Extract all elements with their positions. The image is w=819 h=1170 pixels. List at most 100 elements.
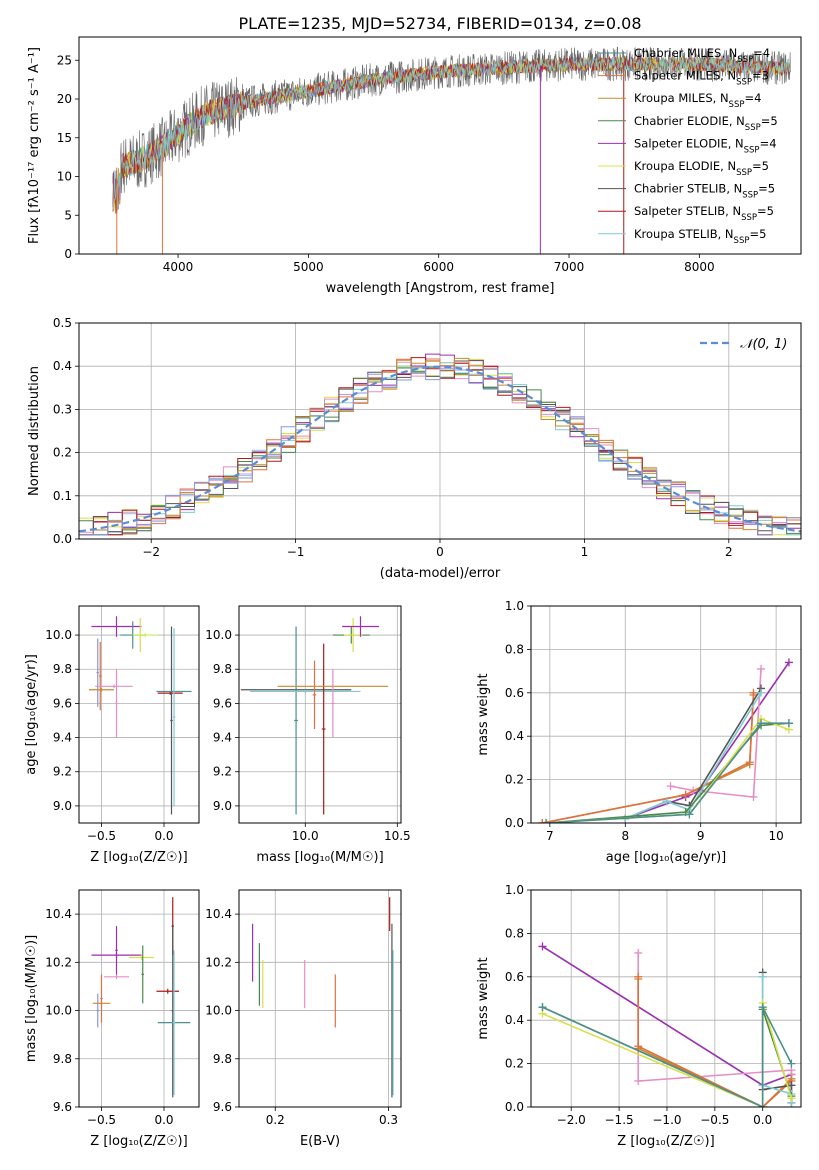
plot-area-mass_vs_Z xyxy=(91,897,191,1098)
x-tick-label: −1 xyxy=(287,545,305,559)
x-tick-label: 0.0 xyxy=(753,1113,772,1127)
panel-weight_vs_age: 7 8 9 10 0.0 0.2 0.4 0.6 0.8 1.0 age [log₁₀(age/yr… xyxy=(476,599,802,865)
legend-label-8: Salpeter STELIB, NSSP=5 xyxy=(634,204,774,223)
figure-title: PLATE=1235, MJD=52734, FIBERID=0134, z=0… xyxy=(238,14,641,33)
y-tick-label: 0 xyxy=(64,247,72,261)
x-tick-label: 6000 xyxy=(423,260,454,274)
legend: Chabrier MILES, NSSP=4 Salpeter MILES, NS… xyxy=(598,46,778,246)
y-tick-label: 9.2 xyxy=(53,765,72,779)
data-point xyxy=(787,1094,796,1103)
x-tick-label: −1.5 xyxy=(605,1113,634,1127)
y-tick-label: 10.2 xyxy=(45,955,72,969)
x-tick-label: 10.0 xyxy=(292,829,319,843)
data-point xyxy=(542,819,551,823)
data-point xyxy=(538,942,547,951)
y-tick-label: 0.8 xyxy=(505,642,524,656)
x-tick-label: −0.5 xyxy=(700,1113,729,1127)
y-tick-label: 10.0 xyxy=(205,1004,232,1018)
legend-label-1: Chabrier MILES, NSSP=4 xyxy=(634,46,770,65)
x-axis-label: Z [log₁₀(Z/Z☉)] xyxy=(617,1134,714,1149)
legend-label-5: Salpeter ELODIE, NSSP=4 xyxy=(634,136,777,155)
data-point xyxy=(634,1076,643,1085)
series-line-9 xyxy=(546,722,789,823)
x-axis-label: (data-model)/error xyxy=(380,566,501,581)
panel-weight_vs_Z: −2.0 −1.5 −1.0 −0.5 0.0 0.0 0.2 0.4 0.6 0.8 1.0 Z [… xyxy=(476,883,802,1149)
x-tick-label: 1 xyxy=(581,545,589,559)
y-tick-label: 9.4 xyxy=(213,731,232,745)
gaussian-curve xyxy=(79,365,801,533)
y-tick-label: 10.4 xyxy=(205,907,232,921)
y-tick-label: 9.6 xyxy=(213,1100,232,1114)
panel-age_vs_Z: −0.5 0.0 9.0 9.2 9.4 9.6 9.8 10.0 Z [log₁₀(Z/Z☉)… xyxy=(24,605,200,865)
data-point xyxy=(749,688,758,697)
legend-label-2: Salpeter MILES, NSSP=3 xyxy=(634,69,769,88)
panel-age_vs_mass: 10.0 10.5 9.0 9.2 9.4 9.6 9.8 10.0 mass [log₁₀(M… xyxy=(205,605,411,865)
x-tick-label: 5000 xyxy=(293,260,324,274)
y-tick-label: 10.2 xyxy=(205,955,232,969)
y-tick-label: 25 xyxy=(57,53,72,67)
y-tick-label: 1.0 xyxy=(505,883,524,897)
series-line-8 xyxy=(112,55,791,214)
x-tick-label: −2.0 xyxy=(557,1113,586,1127)
x-tick-label: −0.5 xyxy=(87,829,116,843)
data-point xyxy=(538,1003,547,1012)
y-tick-label: 10.0 xyxy=(45,628,72,642)
x-tick-label: 7000 xyxy=(554,260,585,274)
data-point xyxy=(757,719,766,728)
y-tick-label: 5 xyxy=(64,208,72,222)
axes-frame xyxy=(530,889,802,1108)
x-tick-label: 8000 xyxy=(684,260,715,274)
y-tick-label: 0.0 xyxy=(505,816,524,830)
legend-label-4: Chabrier ELODIE, NSSP=5 xyxy=(634,114,778,133)
series-line-7 xyxy=(112,46,791,212)
legend-label-3: Kroupa MILES, NSSP=4 xyxy=(634,91,761,110)
y-tick-label: 9.0 xyxy=(53,799,72,813)
plot-area-age_vs_mass xyxy=(240,616,389,815)
x-tick-label: 7 xyxy=(546,829,554,843)
x-tick-label: −2 xyxy=(142,545,160,559)
series-line-4 xyxy=(637,976,792,1107)
y-axis-label: Flux [fλ10⁻¹⁷ erg cm⁻² s⁻¹ A⁻¹] xyxy=(27,47,42,244)
y-tick-label: 0.0 xyxy=(505,1100,524,1114)
series-line-6 xyxy=(624,692,762,820)
y-tick-label: 9.8 xyxy=(213,662,232,676)
data-point xyxy=(634,972,643,981)
x-tick-label: 10.5 xyxy=(384,829,411,843)
y-tick-label: 9.8 xyxy=(213,1052,232,1066)
data-point xyxy=(634,948,643,957)
plot-area-age_vs_Z xyxy=(89,616,192,815)
y-tick-label: 10.0 xyxy=(205,628,232,642)
plot-area-weight_vs_age xyxy=(538,658,793,823)
histogram-step-10 xyxy=(79,366,801,536)
series-line-6 xyxy=(112,56,791,215)
y-tick-label: 20 xyxy=(57,92,72,106)
grid-age_vs_Z xyxy=(79,606,199,823)
series-line-9 xyxy=(112,56,791,211)
axes-frame xyxy=(78,605,200,824)
data-point xyxy=(666,782,675,791)
x-tick-label: 2 xyxy=(725,545,733,559)
data-point xyxy=(749,792,758,801)
x-tick-label: 0.0 xyxy=(154,829,173,843)
data-point xyxy=(745,758,754,767)
y-tick-label: 9.8 xyxy=(53,662,72,676)
legend-label-9: Kroupa STELIB, NSSP=5 xyxy=(634,227,766,246)
data-point xyxy=(784,658,793,667)
x-axis-label: Z [log₁₀(Z/Z☉)] xyxy=(90,850,187,865)
series-line-9 xyxy=(542,1006,793,1107)
data-point xyxy=(538,819,547,823)
legend-label-gaussian: 𝒩(0, 1) xyxy=(740,337,787,352)
y-axis-label: mass weight xyxy=(476,673,491,755)
data-point xyxy=(685,810,694,819)
panel-histogram: −2 −1 0 1 2 0.0 0.1 0.2 0.3 0.4 0.5 (data-model)/er… xyxy=(27,316,802,581)
series-line-2 xyxy=(670,668,762,798)
grid-weight_vs_age xyxy=(531,605,801,824)
x-tick-label: 4000 xyxy=(163,260,194,274)
axes-frame xyxy=(530,605,802,824)
y-tick-label: 9.6 xyxy=(53,1100,72,1114)
plot-area-weight_vs_Z xyxy=(538,942,796,1107)
y-tick-label: 10.4 xyxy=(45,907,72,921)
data-point xyxy=(681,790,690,799)
x-tick-label: 10 xyxy=(768,829,783,843)
